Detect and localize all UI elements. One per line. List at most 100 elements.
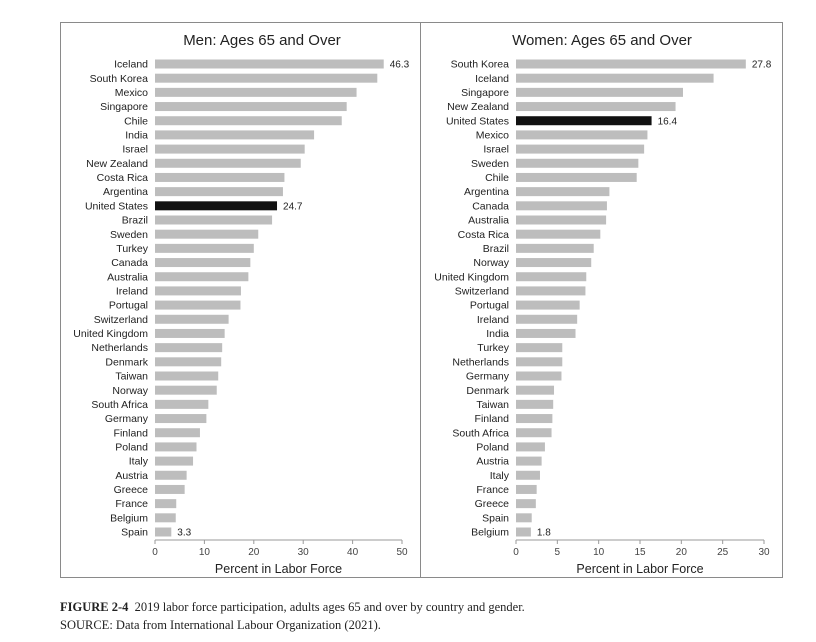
men-bar	[155, 456, 194, 466]
men-category-label: Argentina	[103, 186, 148, 198]
men-bar	[155, 201, 278, 211]
men-bar	[155, 470, 187, 480]
women-bar	[516, 343, 563, 353]
women-category-label: United States	[446, 115, 509, 127]
men-bar	[155, 399, 209, 409]
women-bar	[516, 87, 683, 97]
women-bar	[516, 456, 542, 466]
men-bar	[155, 527, 172, 537]
men-category-label: Germany	[105, 413, 149, 425]
women-bar	[516, 527, 531, 537]
men-bar	[155, 314, 229, 324]
men-bar	[155, 300, 241, 310]
women-bar	[516, 314, 578, 324]
men-category-label: Netherlands	[91, 342, 148, 354]
women-bar	[516, 59, 746, 69]
men-bar	[155, 499, 177, 509]
women-bar	[516, 102, 676, 112]
men-category-label: Spain	[121, 527, 148, 539]
figure-text: 2019 labor force participation, adults a…	[134, 600, 525, 614]
men-category-label: Greece	[114, 484, 149, 496]
women-x-tick-label: 15	[634, 547, 646, 558]
men-category-label: Ireland	[116, 286, 148, 298]
men-category-label: Israel	[122, 144, 148, 156]
women-x-tick-label: 20	[676, 547, 688, 558]
women-category-label: South Korea	[451, 59, 510, 71]
women-category-label: Portugal	[470, 300, 509, 312]
source-text: SOURCE: Data from International Labour O…	[60, 618, 381, 632]
men-title: Men: Ages 65 and Over	[183, 32, 341, 49]
men-category-label: Austria	[115, 470, 148, 482]
men-category-label: Australia	[107, 271, 148, 283]
men-bar	[155, 286, 241, 296]
men-bar	[155, 102, 347, 112]
men-bar	[155, 272, 249, 282]
men-category-label: Brazil	[122, 215, 148, 227]
men-category-label: Costa Rica	[97, 172, 149, 184]
women-category-label: Mexico	[476, 130, 509, 142]
women-bar	[516, 73, 714, 83]
men-category-label: Portugal	[109, 300, 148, 312]
women-bar	[516, 371, 562, 381]
women-category-label: France	[476, 484, 509, 496]
men-x-tick-label: 40	[347, 547, 359, 558]
women-bar	[516, 201, 607, 211]
women-category-label: Iceland	[475, 73, 509, 85]
men-bar	[155, 343, 223, 353]
women-category-label: Canada	[472, 200, 509, 212]
men-bar	[155, 73, 378, 83]
figure-label: FIGURE 2-4	[60, 600, 129, 614]
men-bar	[155, 442, 197, 452]
men-bar	[155, 59, 384, 69]
men-bar	[155, 385, 217, 395]
women-category-label: Italy	[490, 470, 510, 482]
women-category-label: Norway	[473, 257, 509, 269]
women-category-label: Argentina	[464, 186, 509, 198]
women-category-label: Singapore	[461, 87, 509, 99]
men-data-label: 3.3	[177, 528, 191, 539]
women-bar	[516, 513, 532, 523]
women-data-label: 16.4	[658, 116, 678, 127]
men-category-label: New Zealand	[86, 158, 148, 170]
men-category-label: South Africa	[91, 399, 148, 411]
women-title: Women: Ages 65 and Over	[512, 32, 692, 49]
men-category-label: Denmark	[105, 356, 148, 368]
men-bar	[155, 428, 200, 438]
men-x-tick-label: 20	[248, 547, 260, 558]
women-category-label: Netherlands	[452, 356, 509, 368]
men-x-axis-label: Percent in Labor Force	[215, 562, 342, 576]
men-bar	[155, 258, 251, 268]
figure-caption: FIGURE 2-4 2019 labor force participatio…	[60, 598, 780, 634]
men-bar	[155, 328, 225, 338]
women-bar	[516, 144, 645, 154]
men-bar	[155, 172, 285, 182]
women-category-label: South Africa	[452, 427, 509, 439]
women-category-label: Brazil	[483, 243, 509, 255]
men-bar	[155, 243, 254, 253]
women-bar	[516, 229, 601, 239]
women-category-label: Denmark	[466, 385, 509, 397]
women-bar	[516, 470, 540, 480]
women-bar	[516, 357, 563, 367]
women-category-label: United Kingdom	[434, 271, 509, 283]
men-bar	[155, 87, 357, 97]
women-bar	[516, 428, 552, 438]
men-category-label: France	[115, 498, 148, 510]
women-category-label: India	[486, 328, 509, 340]
men-bar	[155, 513, 176, 523]
women-category-label: Israel	[483, 144, 509, 156]
women-data-label: 27.8	[752, 60, 772, 71]
men-category-label: Chile	[124, 115, 148, 127]
women-bar	[516, 243, 594, 253]
women-x-tick-label: 30	[758, 547, 770, 558]
men-category-label: Italy	[129, 456, 149, 468]
men-category-label: Turkey	[116, 243, 148, 255]
women-x-tick-label: 0	[513, 547, 519, 558]
men-x-tick-label: 50	[396, 547, 408, 558]
women-category-label: Taiwan	[476, 399, 509, 411]
men-category-label: Poland	[115, 442, 148, 454]
men-bar	[155, 158, 301, 168]
men-x-tick-label: 30	[298, 547, 310, 558]
